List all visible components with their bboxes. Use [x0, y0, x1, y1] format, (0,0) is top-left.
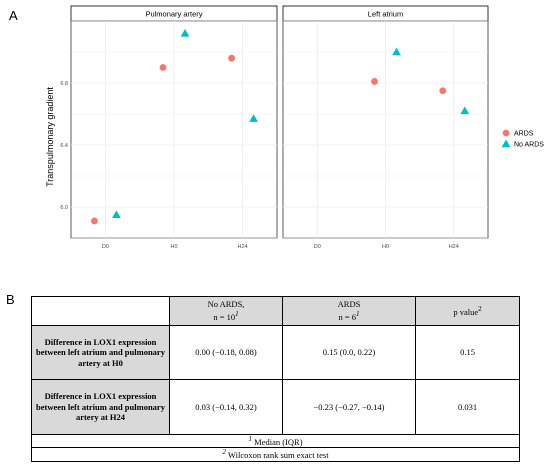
y-tick-label: 6.8: [60, 81, 68, 87]
table-corner-cell: [31, 296, 170, 326]
pvalue-footnote-mark: 2: [478, 304, 482, 313]
footnote1-text: Median (IQR): [252, 436, 303, 447]
ards-header-title: ARDS: [337, 299, 361, 310]
data-point-ards: [159, 64, 167, 71]
cell-no-ards-h0: 0.00 (−0.18, 0.08): [169, 325, 283, 380]
statistics-table: No ARDS, n = 101 ARDS n = 61 p value2 Di…: [31, 296, 520, 462]
table-row: Difference in LOX1 expression between le…: [31, 325, 520, 380]
panel-b-label: B: [6, 292, 15, 307]
ards-header-n: n = 61: [286, 310, 412, 322]
facet-title-left-atrium: Left atrium: [368, 10, 403, 19]
no-ards-column-header: No ARDS, n = 101: [169, 296, 283, 326]
footnote-wilcoxon: 2 Wilcoxon rank sum exact test: [31, 447, 520, 462]
no-ards-header-title: No ARDS,: [207, 299, 245, 310]
legend-key-ards: [502, 129, 510, 137]
footnote-median-iqr: 1 Median (IQR): [31, 433, 520, 449]
footnote2-mark: 2: [222, 448, 226, 457]
data-point-ards: [371, 78, 378, 85]
y-tick-label: 6.0: [60, 205, 68, 211]
cell-ards-h24: −0.23 (−0.27, −0.14): [282, 379, 416, 435]
ards-n-footnote-mark: 1: [356, 310, 360, 319]
legend-label-ards: ARDS: [514, 131, 534, 138]
faceted-scatter-chart: Pulmonary artery D0 H0 H24 6.0 6.4 6.8 Left atr…: [45, 5, 544, 250]
pvalue-header-text: p value: [453, 306, 479, 317]
facet-title-pulmonary-artery: Pulmonary artery: [145, 10, 202, 19]
data-point-no-ards: [180, 29, 190, 37]
ards-column-header: ARDS n = 61: [282, 296, 416, 326]
x-tick-label-h0: H0: [382, 244, 389, 250]
y-axis-label: Transpulmonary gradient: [45, 87, 55, 187]
x-tick-label-d0: D0: [102, 244, 109, 250]
cell-ards-h0: 0.15 (0.0, 0.22): [282, 325, 416, 380]
table-row: Difference in LOX1 expression between le…: [31, 379, 520, 435]
cell-pvalue-h0: 0.15: [415, 325, 520, 380]
data-point-ards: [439, 87, 447, 95]
ards-n-text: n = 6: [338, 311, 356, 322]
cell-pvalue-h24: 0.031: [415, 379, 520, 435]
legend-key-no-ards: [501, 139, 511, 148]
row-label-h0: Difference in LOX1 expression between le…: [31, 325, 170, 380]
y-tick-label: 6.4: [60, 143, 68, 149]
x-tick-label-d0: D0: [314, 244, 321, 250]
data-point-ards: [91, 217, 98, 225]
pvalue-column-header: p value2: [415, 296, 520, 326]
no-ards-n-footnote-mark: 1: [235, 310, 239, 319]
data-point-no-ards: [392, 47, 401, 56]
data-point-ards: [228, 54, 235, 62]
footnote1-mark: 1: [248, 435, 253, 443]
data-point-no-ards: [460, 106, 470, 115]
panel-a-label: A: [9, 8, 18, 23]
legend: ARDS No ARDS: [501, 129, 544, 149]
x-tick-label-h0: H0: [170, 244, 177, 250]
footnote-row: 2 Wilcoxon rank sum exact test: [31, 447, 520, 462]
data-point-no-ards: [249, 114, 258, 122]
no-ards-n-text: n = 10: [213, 311, 236, 322]
footnote2-text: Wilcoxon rank sum exact test: [225, 450, 329, 461]
no-ards-header-n: n = 101: [173, 310, 279, 322]
x-tick-label-h24: H24: [238, 244, 248, 250]
row-label-h24: Difference in LOX1 expression between le…: [31, 379, 170, 435]
table-header-row: No ARDS, n = 101 ARDS n = 61 p value2: [31, 296, 520, 326]
x-tick-label-h24: H24: [449, 244, 459, 250]
cell-no-ards-h24: 0.03 (−0.14, 0.32): [169, 379, 283, 435]
footnote-row: 1 Median (IQR): [31, 433, 520, 449]
legend-label-no-ards: No ARDS: [514, 142, 544, 149]
data-point-no-ards: [112, 210, 121, 218]
